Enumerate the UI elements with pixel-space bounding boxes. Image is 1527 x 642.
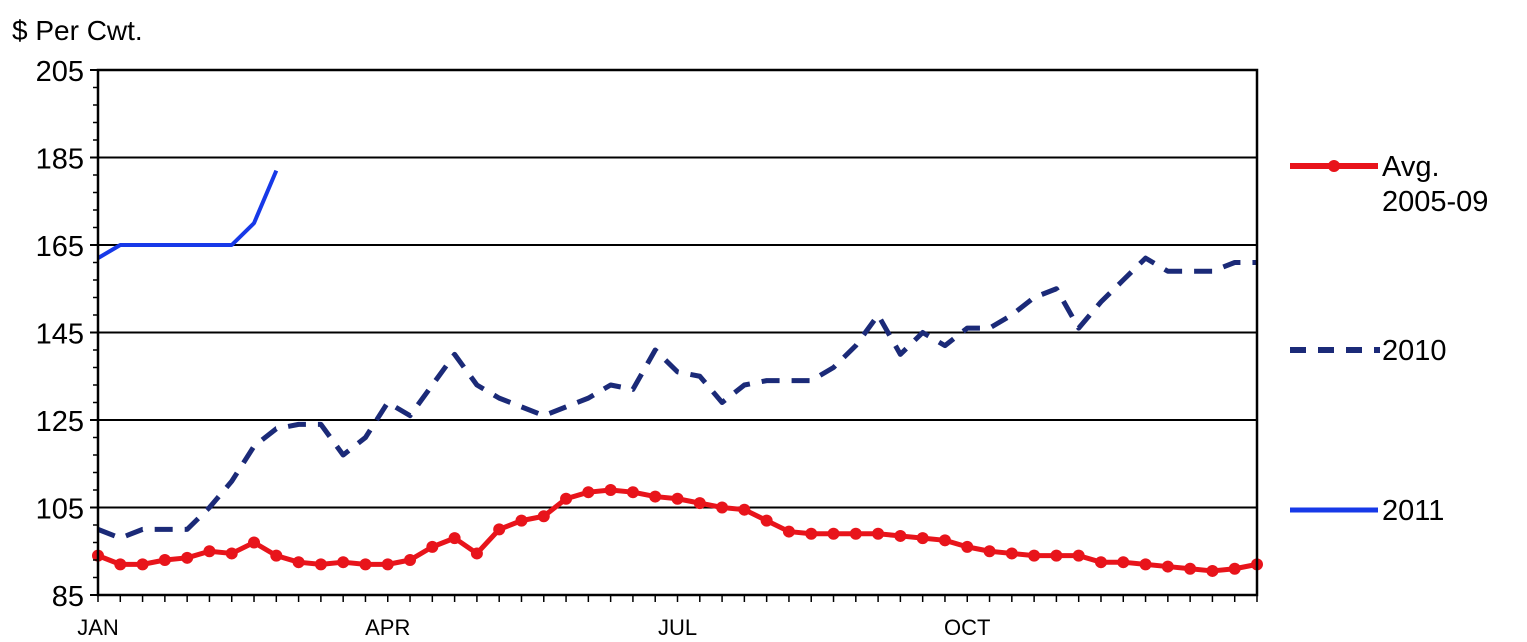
series-0-point <box>560 492 573 505</box>
series-0-point <box>1005 547 1018 560</box>
x-tick-label: JAN <box>77 615 119 640</box>
series-0-point <box>203 545 216 558</box>
series-0-point <box>470 547 483 560</box>
series-0-point <box>1139 558 1152 571</box>
legend-label-2010: 2010 <box>1382 335 1447 367</box>
gridlines <box>98 156 1257 509</box>
series-0-point <box>359 558 372 571</box>
series-0-point <box>916 532 929 545</box>
series-0-point <box>1050 549 1063 562</box>
series-0-point <box>693 497 706 510</box>
series-0-point <box>582 486 595 499</box>
legend: Avg.2005-09 2010 2011 <box>1290 151 1488 527</box>
series-line-2 <box>96 169 279 260</box>
series-0-point <box>270 549 283 562</box>
series-0-point <box>1028 549 1041 562</box>
series-line-1 <box>97 255 1257 541</box>
x-tick-label: JUL <box>658 615 697 640</box>
series-0-point <box>1072 549 1085 562</box>
series-0-point <box>782 525 795 538</box>
legend-marker-avg <box>1328 160 1340 172</box>
series-0-point <box>894 529 907 542</box>
y-tick-label: 85 <box>52 581 84 613</box>
y-tick-label: 125 <box>36 406 84 438</box>
axes: 85 105 125 145 165 185 205 JAN APR JUL OCT <box>36 56 1258 640</box>
y-tick-label: 205 <box>36 56 84 88</box>
series-0-point <box>849 527 862 540</box>
series-0-point <box>1184 562 1197 575</box>
series-0-point <box>760 514 773 527</box>
series-0-point <box>158 554 171 566</box>
series-0-point <box>626 486 639 499</box>
series-0-point <box>426 540 439 553</box>
legend-label-avg-line1: Avg. <box>1382 151 1440 183</box>
series-0-point <box>1228 562 1241 575</box>
series-0-point <box>716 501 729 514</box>
y-tick-label: 165 <box>36 231 84 263</box>
series-0-point <box>961 540 974 553</box>
x-tick-label: APR <box>365 615 410 640</box>
series-0-point <box>649 490 662 503</box>
series-0-point <box>292 556 305 569</box>
y-tick-label: 185 <box>36 144 84 176</box>
series-0-point <box>1206 564 1219 577</box>
series-0-point <box>1161 560 1174 573</box>
series-0-point <box>381 558 394 571</box>
series-0-point <box>448 532 461 545</box>
y-axis-title: $ Per Cwt. <box>12 15 143 46</box>
series-0-point <box>114 558 127 571</box>
legend-label-2011: 2011 <box>1382 495 1444 527</box>
series-0-point <box>337 556 350 569</box>
series-0-point <box>404 554 417 566</box>
series-0-point <box>983 545 996 558</box>
x-tick-label: OCT <box>944 615 990 640</box>
series-0-point <box>248 536 261 549</box>
series-0-point <box>805 527 818 540</box>
series-lines <box>92 169 1263 577</box>
series-0-point <box>515 514 528 527</box>
series-0-point <box>671 492 684 505</box>
series-0-point <box>181 551 194 564</box>
series-0-point <box>738 503 751 516</box>
series-0-point <box>938 534 951 547</box>
series-0-point <box>1117 556 1130 569</box>
series-0-point <box>314 558 327 571</box>
series-0-point <box>537 510 550 523</box>
series-0-point <box>604 484 617 496</box>
legend-label-avg-line2: 2005-09 <box>1382 186 1488 218</box>
series-0-point <box>872 527 885 540</box>
series-0-point <box>493 523 506 536</box>
series-0-point <box>225 547 238 560</box>
series-0-point <box>1094 556 1107 569</box>
series-0-point <box>827 527 840 540</box>
y-tick-label: 105 <box>36 494 84 526</box>
y-tick-label: 145 <box>36 319 84 351</box>
series-0-point <box>136 558 149 571</box>
